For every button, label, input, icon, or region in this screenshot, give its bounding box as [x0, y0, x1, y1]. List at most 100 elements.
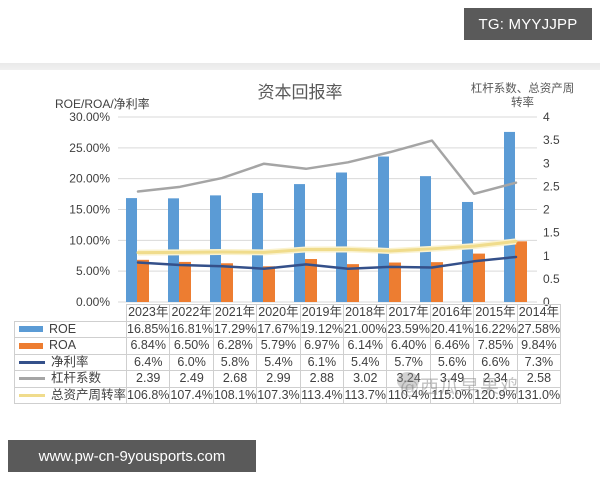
legend-label: 杠杆系数	[51, 371, 102, 386]
table-row: ROE 16.85% 16.81% 17.29% 17.67% 19.12% 21.00% 2…	[13, 320, 562, 338]
chart-title: 资本回报率	[257, 83, 343, 103]
right-tick-label: 2	[543, 203, 550, 217]
line-net_margin	[136, 255, 518, 270]
bar-roa	[263, 266, 275, 302]
right-tick-label: 1.5	[543, 226, 560, 240]
legend-swatch-icon	[19, 342, 43, 349]
table-cell: 6.28%	[212, 337, 258, 355]
legend-entry: 总资产周转率	[13, 386, 128, 404]
table-cell: 2.49	[169, 370, 214, 388]
table-row: ROA 6.84% 6.50% 6.28% 5.79% 6.97% 6.14% 6.40% 6.…	[13, 337, 562, 355]
table-cell: 113.4%	[299, 386, 345, 404]
bar-roa	[221, 263, 233, 302]
table-cell: 27.58%	[516, 320, 562, 338]
right-axis-title-line2: 转率	[511, 95, 534, 109]
year-header: 2022年	[169, 304, 214, 322]
table-cell: 7.85%	[473, 337, 518, 355]
year-header: 2015年	[473, 304, 518, 322]
year-header: 2019年	[299, 304, 345, 322]
legend-entry: ROA	[13, 337, 128, 355]
table-cell: 9.84%	[516, 337, 562, 355]
legend-label: ROA	[49, 338, 77, 353]
table-cell: 6.97%	[299, 337, 345, 355]
year-header: 2021年	[212, 304, 258, 322]
bar-roe	[378, 156, 389, 302]
table-cell: 108.1%	[212, 386, 258, 404]
bar-roa	[431, 262, 443, 302]
table-cell: 6.0%	[169, 353, 214, 371]
right-tick-label: 4	[543, 110, 550, 124]
table-cell: 6.50%	[169, 337, 214, 355]
table-cell: 3.49	[429, 370, 475, 388]
right-tick-label: 0	[543, 295, 550, 309]
bar-roe	[462, 201, 473, 302]
left-axis-ticks: 0.00%5.00%10.00%15.00%20.00%25.00%30.00%	[69, 110, 110, 309]
table-cell: 21.00%	[343, 320, 388, 338]
table-cell: 2.88	[299, 370, 345, 388]
legend-label: 总资产周转率	[51, 387, 127, 402]
year-header: 2023年	[126, 304, 171, 322]
bar-roa	[137, 259, 149, 302]
table-cell: 16.85%	[126, 320, 171, 338]
bar-roa	[389, 262, 401, 302]
legend-entry: ROE	[13, 320, 128, 338]
table-cell: 2.58	[516, 370, 562, 388]
legend-swatch-icon	[19, 326, 43, 333]
table-cell: 6.40%	[386, 337, 431, 355]
table-cell: 2.39	[126, 370, 171, 388]
left-tick-label: 5.00%	[76, 264, 110, 278]
table-cell: 110.4%	[386, 386, 431, 404]
table-cell: 23.59%	[386, 320, 431, 338]
bar-roa	[515, 241, 527, 302]
table-cell: 3.02	[343, 370, 388, 388]
url-banner: www.pw-cn-9yousports.com	[8, 440, 256, 472]
left-tick-label: 20.00%	[69, 172, 110, 186]
legend-swatch-icon	[19, 393, 45, 397]
table-cell: 5.6%	[429, 353, 475, 371]
table-cell: 20.41%	[429, 320, 475, 338]
table-cell: 5.4%	[256, 353, 301, 371]
right-tick-label: 0.5	[543, 272, 560, 286]
legend-entry: 净利率	[13, 353, 128, 371]
right-tick-label: 1	[543, 249, 550, 263]
table-cell: 5.79%	[256, 337, 301, 355]
table-cell: 115.0%	[429, 386, 475, 404]
year-header: 2017年	[386, 304, 431, 322]
table-cell: 6.14%	[343, 337, 388, 355]
table-cell: 6.1%	[299, 353, 345, 371]
bar-roe	[504, 131, 515, 302]
table-row: 杠杆系数 2.39 2.49 2.68 2.99 2.88 3.02 3.24 3.49 2.34…	[13, 370, 562, 388]
table-cell: 19.12%	[299, 320, 345, 338]
table-cell: 16.22%	[473, 320, 518, 338]
right-axis-title: 杠杆系数、总资产周 转率	[460, 81, 585, 109]
table-cell: 113.7%	[343, 386, 388, 404]
year-header: 2014年	[516, 304, 562, 322]
year-header: 2016年	[429, 304, 475, 322]
table-cell: 106.8%	[126, 386, 171, 404]
table-header-row: 2023年 2022年 2021年 2020年 2019年 2018年 2017年 2016年…	[14, 304, 562, 322]
wechat-icon	[397, 372, 419, 390]
table-cell: 5.7%	[386, 353, 431, 371]
data-table: 2023年 2022年 2021年 2020年 2019年 2018年 2017年 2016年…	[13, 304, 562, 404]
separator	[0, 63, 600, 70]
left-tick-label: 10.00%	[69, 233, 110, 247]
table-cell: 6.84%	[126, 337, 171, 355]
table-cell: 107.4%	[169, 386, 214, 404]
legend-entry: 杠杆系数	[13, 370, 128, 388]
legend-label: ROE	[49, 321, 77, 336]
left-tick-label: 25.00%	[69, 141, 110, 155]
table-cell: 120.9%	[473, 386, 518, 404]
line-turnover	[136, 239, 518, 255]
bar-roe	[210, 195, 221, 302]
line-leverage	[136, 139, 518, 196]
watermark: @西瓜早果鸡	[400, 376, 521, 398]
legend-label: 净利率	[51, 354, 89, 369]
table-cell: 2.68	[212, 370, 258, 388]
table-row: 净利率 6.4% 6.0% 5.8% 5.4% 6.1% 5.4% 5.7% 5.6% 6.6% 7…	[13, 353, 562, 371]
bar-roa	[305, 259, 317, 302]
table-cell: 6.4%	[126, 353, 171, 371]
table-cell: 131.0%	[516, 386, 562, 404]
bar-series	[126, 131, 527, 302]
table-cell: 107.3%	[256, 386, 301, 404]
bar-roa	[347, 264, 359, 302]
